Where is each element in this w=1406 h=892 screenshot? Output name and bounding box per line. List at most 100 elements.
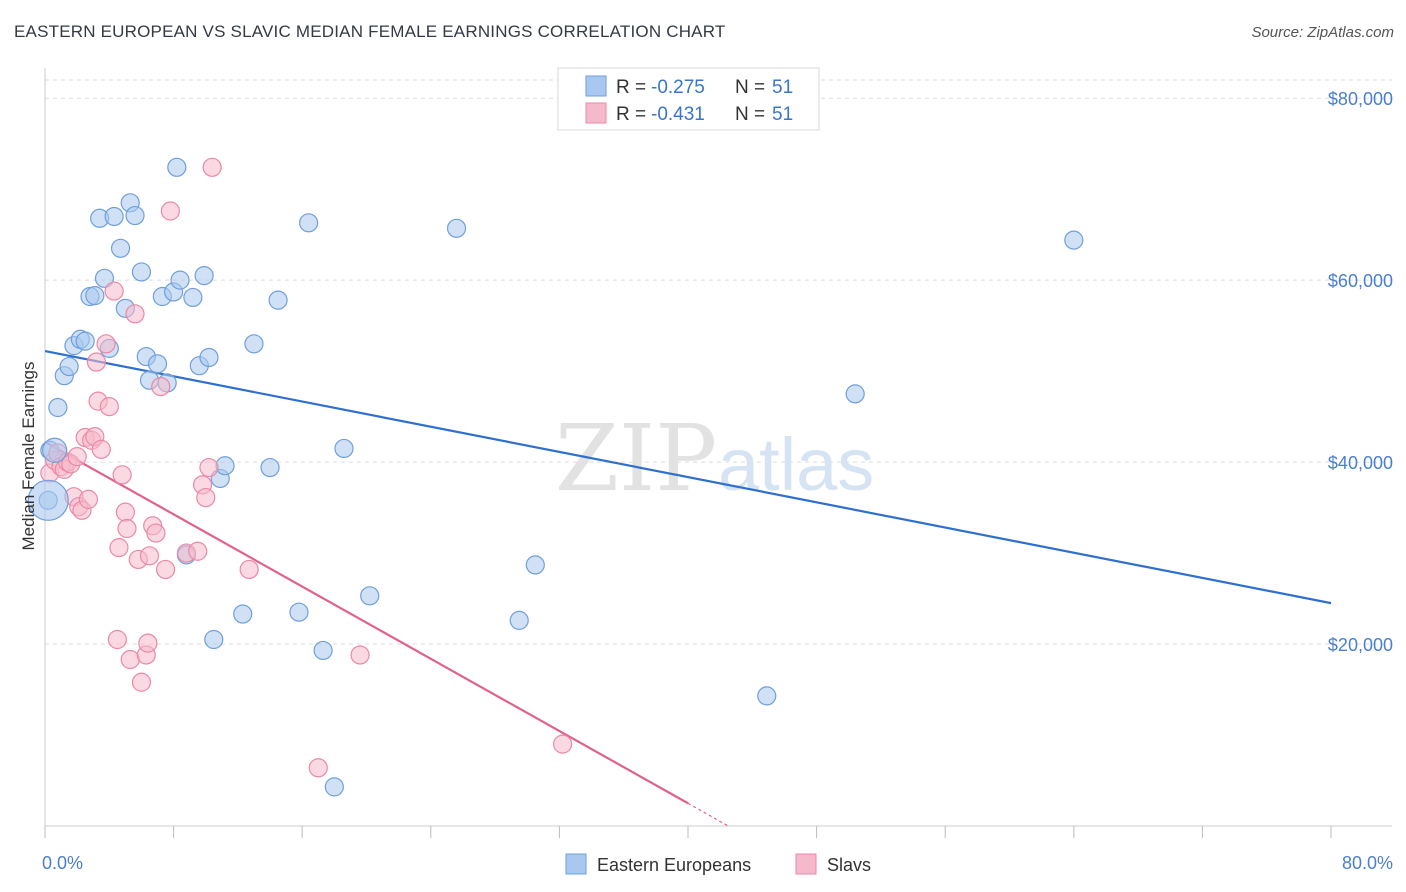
data-point — [167, 157, 187, 177]
source-label: Source: ZipAtlas.com — [1251, 24, 1394, 41]
data-point — [120, 649, 140, 670]
data-point — [110, 238, 131, 258]
data-point — [86, 352, 107, 372]
watermark-atlas: atlas — [718, 423, 874, 506]
data-point — [112, 465, 132, 485]
legend-n-value-1: 51 — [772, 77, 793, 98]
bottom-legend-label-2: Slavs — [827, 855, 871, 875]
data-point — [104, 206, 124, 227]
data-point — [59, 356, 79, 377]
correlation-legend: R = -0.275 N = 51 R = -0.431 N = 51 — [557, 67, 820, 131]
data-point — [131, 672, 152, 692]
legend-n-label-1: N = — [735, 77, 765, 98]
data-point — [202, 157, 222, 177]
data-point — [334, 438, 354, 459]
data-point — [147, 354, 168, 374]
data-point — [299, 213, 319, 233]
data-point — [324, 777, 344, 797]
data-point — [233, 604, 253, 624]
bottom-legend-swatch-blue — [565, 853, 587, 875]
trend-line-eastern-europeans — [44, 350, 1332, 605]
x-tick-label: 0.0% — [42, 853, 83, 873]
data-point — [509, 610, 529, 630]
data-point — [170, 270, 190, 290]
data-point — [151, 376, 171, 397]
data-point — [1064, 230, 1084, 250]
data-point — [183, 287, 203, 308]
y-tick-label: $80,000 — [1328, 89, 1393, 109]
series-legend: Eastern Europeans Slavs — [565, 853, 871, 875]
data-point — [96, 334, 116, 354]
data-point — [138, 633, 158, 653]
highlight-points — [27, 437, 69, 521]
y-axis-label: Median Female Earnings — [19, 362, 38, 551]
data-point — [204, 629, 224, 650]
data-point — [115, 502, 135, 522]
data-point — [199, 347, 219, 368]
data-points — [27, 157, 1084, 797]
trend-line-slavs-extension — [687, 802, 729, 827]
data-point — [125, 205, 145, 226]
legend-r-value-1: -0.275 — [651, 77, 705, 98]
data-point — [48, 397, 68, 418]
legend-r-label-1: R = — [616, 77, 646, 98]
data-point — [199, 457, 219, 478]
legend-swatch-blue — [585, 75, 607, 97]
data-point — [313, 640, 333, 661]
trend-line-slavs — [44, 441, 689, 805]
data-point — [446, 218, 467, 238]
data-point — [75, 331, 95, 351]
data-point — [360, 586, 380, 606]
data-point — [78, 489, 99, 509]
data-point — [27, 479, 69, 521]
data-point — [244, 334, 264, 354]
data-point — [757, 686, 777, 706]
legend-n-value-2: 51 — [772, 104, 793, 125]
chart-title: EASTERN EUROPEAN VS SLAVIC MEDIAN FEMALE… — [14, 22, 726, 41]
data-point — [67, 447, 87, 467]
y-tick-label: $60,000 — [1328, 271, 1393, 291]
data-point — [845, 384, 865, 404]
trend-lines — [44, 350, 1332, 827]
data-point — [525, 555, 545, 575]
data-point — [104, 281, 124, 301]
data-point — [155, 559, 176, 580]
data-point — [196, 487, 216, 508]
data-point — [188, 541, 208, 561]
data-point — [131, 262, 152, 282]
data-point — [94, 268, 115, 288]
data-point — [107, 629, 127, 650]
grid-lines — [45, 79, 1392, 645]
bottom-legend-label-1: Eastern Europeans — [597, 855, 751, 875]
legend-n-label-2: N = — [735, 104, 765, 125]
legend-r-value-2: -0.431 — [651, 104, 705, 125]
data-point — [109, 538, 129, 558]
y-tick-label: $20,000 — [1328, 635, 1393, 655]
data-point — [239, 559, 259, 580]
data-point — [308, 758, 328, 778]
legend-r-label-2: R = — [616, 104, 646, 125]
bottom-legend-swatch-pink — [795, 853, 817, 875]
data-point — [160, 201, 180, 221]
watermark-zip: ZIP — [555, 405, 717, 512]
data-point — [553, 734, 573, 754]
series-slavs — [40, 157, 573, 778]
data-point — [215, 456, 235, 476]
tick-labels: $20,000 $40,000 $60,000 $80,000 0.0% 80.0% — [42, 89, 1393, 873]
data-point — [289, 602, 309, 622]
data-point — [117, 518, 137, 539]
data-point — [42, 437, 68, 463]
data-point — [99, 397, 119, 417]
data-point — [350, 645, 370, 665]
legend-swatch-pink — [585, 102, 607, 124]
data-point — [85, 286, 105, 306]
data-point — [146, 523, 166, 543]
data-point — [91, 439, 111, 459]
watermark: ZIP atlas — [555, 405, 874, 512]
data-point — [194, 265, 214, 286]
data-point — [268, 290, 288, 310]
y-tick-label: $40,000 — [1328, 453, 1393, 473]
x-tick-label: 80.0% — [1342, 853, 1393, 873]
data-point — [125, 304, 145, 324]
